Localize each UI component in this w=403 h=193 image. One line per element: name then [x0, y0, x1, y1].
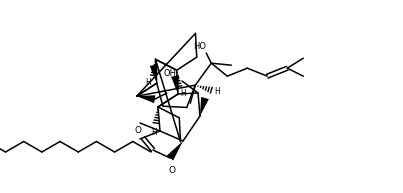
- Text: O: O: [168, 166, 175, 175]
- Text: H: H: [181, 89, 187, 98]
- Text: H: H: [146, 78, 152, 87]
- Text: OH: OH: [164, 69, 177, 78]
- Text: H: H: [214, 87, 220, 96]
- Polygon shape: [200, 97, 209, 116]
- Polygon shape: [167, 141, 183, 160]
- Text: H: H: [151, 128, 157, 137]
- Text: O: O: [135, 126, 141, 135]
- Polygon shape: [137, 95, 156, 103]
- Polygon shape: [150, 64, 158, 83]
- Text: HO: HO: [193, 42, 206, 51]
- Polygon shape: [171, 75, 179, 94]
